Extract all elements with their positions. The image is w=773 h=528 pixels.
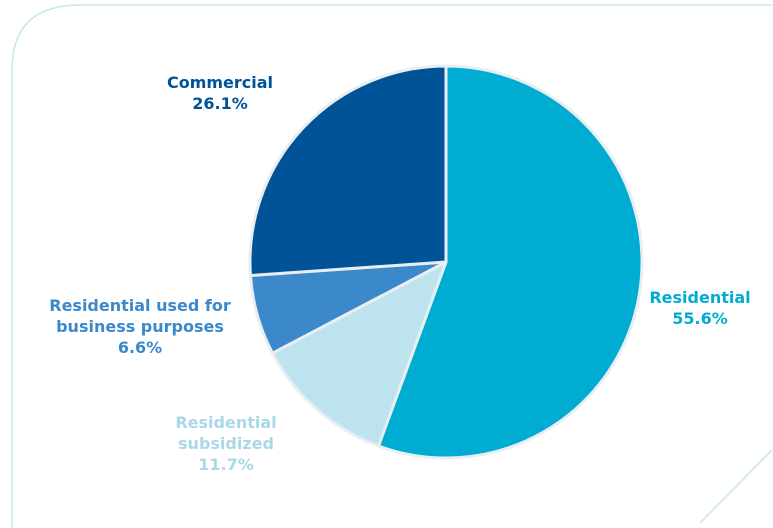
slice-label-residential-line-1: Residential: [649, 288, 751, 307]
pie-slice-residential-subsidized: [270, 260, 448, 448]
slice-label-residential-business-line-1: Residential used for: [49, 296, 231, 315]
slice-label-residential-subsidized-line-2: subsidized: [178, 434, 274, 453]
slice-label-residential-business: Residential used for business purposes 6…: [20, 295, 260, 358]
pie-slice-commercial: [248, 64, 448, 278]
slice-label-residential-subsidized: Residential subsidized 11.7%: [156, 412, 296, 475]
chart-frame-border: [11, 4, 773, 528]
slice-label-commercial: Commercial 26.1%: [150, 72, 290, 114]
slice-label-residential-value: 55.6%: [672, 309, 728, 328]
slice-label-commercial-value: 26.1%: [192, 94, 248, 113]
slice-label-residential-business-line-2: business purposes: [56, 317, 224, 336]
slice-label-residential: Residential 55.6%: [640, 287, 760, 329]
slice-label-commercial-line-1: Commercial: [166, 73, 274, 92]
slice-label-residential-subsidized-line-1: Residential: [175, 413, 277, 432]
slice-label-residential-business-value: 6.6%: [117, 338, 163, 357]
pie-slice-residential: [376, 64, 644, 460]
slice-label-residential-subsidized-value: 11.7%: [198, 455, 254, 474]
